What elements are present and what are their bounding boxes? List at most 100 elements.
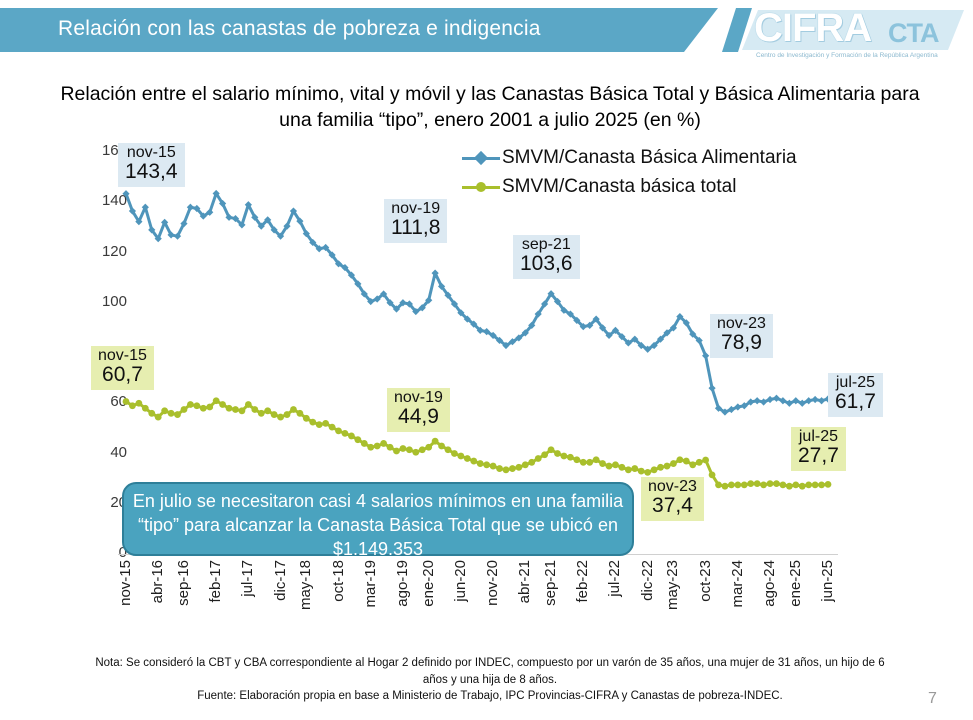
data-point: [792, 481, 800, 489]
annotation-callout-nov-19-44,9: nov-19 44,9: [387, 388, 450, 432]
data-point: [624, 466, 632, 474]
data-point: [818, 481, 825, 489]
data-point: [714, 404, 723, 412]
data-point: [129, 402, 136, 410]
data-point: [811, 395, 819, 404]
data-point: [663, 462, 671, 470]
annotation-callout-jul-25-27,7: jul-25 27,7: [791, 427, 846, 471]
data-point: [425, 443, 433, 451]
data-point: [644, 468, 652, 476]
data-point: [173, 232, 182, 240]
data-point: [541, 451, 549, 459]
data-point: [309, 418, 317, 426]
data-point: [721, 408, 729, 416]
data-point: [779, 481, 787, 489]
data-point: [624, 339, 632, 347]
data-point: [579, 323, 587, 331]
data-point: [811, 481, 819, 489]
data-point: [612, 461, 619, 469]
data-point: [360, 290, 368, 298]
data-point: [715, 481, 722, 489]
data-point: [554, 450, 561, 457]
data-point: [186, 203, 195, 211]
data-point: [805, 481, 813, 489]
data-point: [264, 407, 272, 415]
data-point: [727, 481, 735, 489]
data-point: [399, 445, 407, 452]
data-point: [566, 453, 574, 461]
x-tick-ene-20: ene-20: [419, 560, 437, 607]
data-point: [451, 450, 458, 457]
data-point: [611, 326, 620, 334]
data-point: [244, 201, 252, 209]
x-tick-dic-22: dic-22: [638, 560, 656, 601]
footer-note: Nota: Se consideró la CBT y CBA correspo…: [95, 657, 885, 686]
data-point: [367, 443, 375, 451]
annotation-period: nov-23: [648, 478, 697, 495]
data-point: [753, 480, 761, 488]
x-tick-ago-19: ago-19: [393, 560, 411, 607]
data-point: [296, 409, 304, 417]
x-tick-feb-22: feb-22: [574, 560, 592, 603]
annotation-period: nov-15: [126, 144, 176, 161]
annotation-period: jul-25: [835, 374, 875, 391]
data-point: [148, 226, 156, 234]
data-point: [425, 296, 433, 304]
annotation-callout-nov-15-60,7: nov-15 60,7: [91, 346, 154, 390]
y-tick-120: 120: [101, 242, 127, 260]
data-point: [412, 448, 420, 456]
data-point: [521, 461, 529, 469]
data-point: [219, 401, 227, 408]
annotation-callout-sep-21-103,6: sep-21 103,6: [513, 235, 580, 279]
y-tick-0: 0: [118, 544, 127, 561]
data-point: [154, 413, 162, 421]
x-tick-mar-19: mar-19: [361, 560, 379, 608]
annotation-value: 103,6: [520, 252, 573, 276]
x-tick-abr-21: abr-21: [516, 560, 534, 604]
annotation-callout-nov-19-111,8: nov-19 111,8: [384, 199, 448, 243]
x-tick-nov-20: nov-20: [484, 560, 502, 606]
data-point: [727, 405, 735, 414]
data-point: [631, 465, 639, 472]
data-point: [167, 231, 175, 239]
data-point: [579, 458, 587, 466]
annotation-period: nov-15: [98, 347, 147, 364]
data-point: [225, 404, 233, 412]
data-point: [212, 397, 220, 405]
data-point: [328, 423, 336, 431]
data-point: [386, 443, 394, 451]
data-point: [231, 214, 240, 223]
banner-title: Relación con las canastas de pobreza e i…: [58, 17, 541, 40]
data-point: [766, 395, 774, 404]
data-point: [509, 465, 516, 472]
data-point: [386, 299, 394, 307]
data-point: [521, 329, 529, 337]
data-point: [734, 481, 742, 489]
series-line-0: [124, 191, 829, 414]
legend-item-cba[interactable]: SMVM/Canasta Básica Alimentaria: [462, 143, 797, 172]
x-tick-oct-23: oct-23: [696, 560, 714, 602]
data-point: [251, 406, 259, 413]
data-point: [528, 321, 536, 329]
x-tick-jun-25: jun-25: [819, 560, 836, 602]
data-point: [360, 440, 368, 447]
data-point: [785, 482, 793, 490]
data-point: [470, 457, 478, 465]
data-point: [476, 460, 484, 467]
data-point: [122, 398, 130, 405]
data-point: [508, 338, 517, 346]
data-point: [586, 321, 594, 329]
data-point: [695, 336, 703, 345]
annotation-value: 27,7: [798, 444, 839, 468]
data-point: [753, 397, 761, 405]
data-point: [302, 414, 310, 422]
x-tick-oct-18: oct-18: [329, 560, 347, 602]
data-point: [373, 442, 381, 450]
data-point: [431, 437, 439, 445]
data-point: [212, 189, 220, 198]
data-point: [315, 421, 323, 429]
legend-item-cbt[interactable]: SMVM/Canasta básica total: [462, 172, 797, 201]
data-point: [309, 238, 317, 247]
x-tick-feb-17: feb-17: [207, 560, 225, 603]
data-point: [341, 430, 349, 437]
